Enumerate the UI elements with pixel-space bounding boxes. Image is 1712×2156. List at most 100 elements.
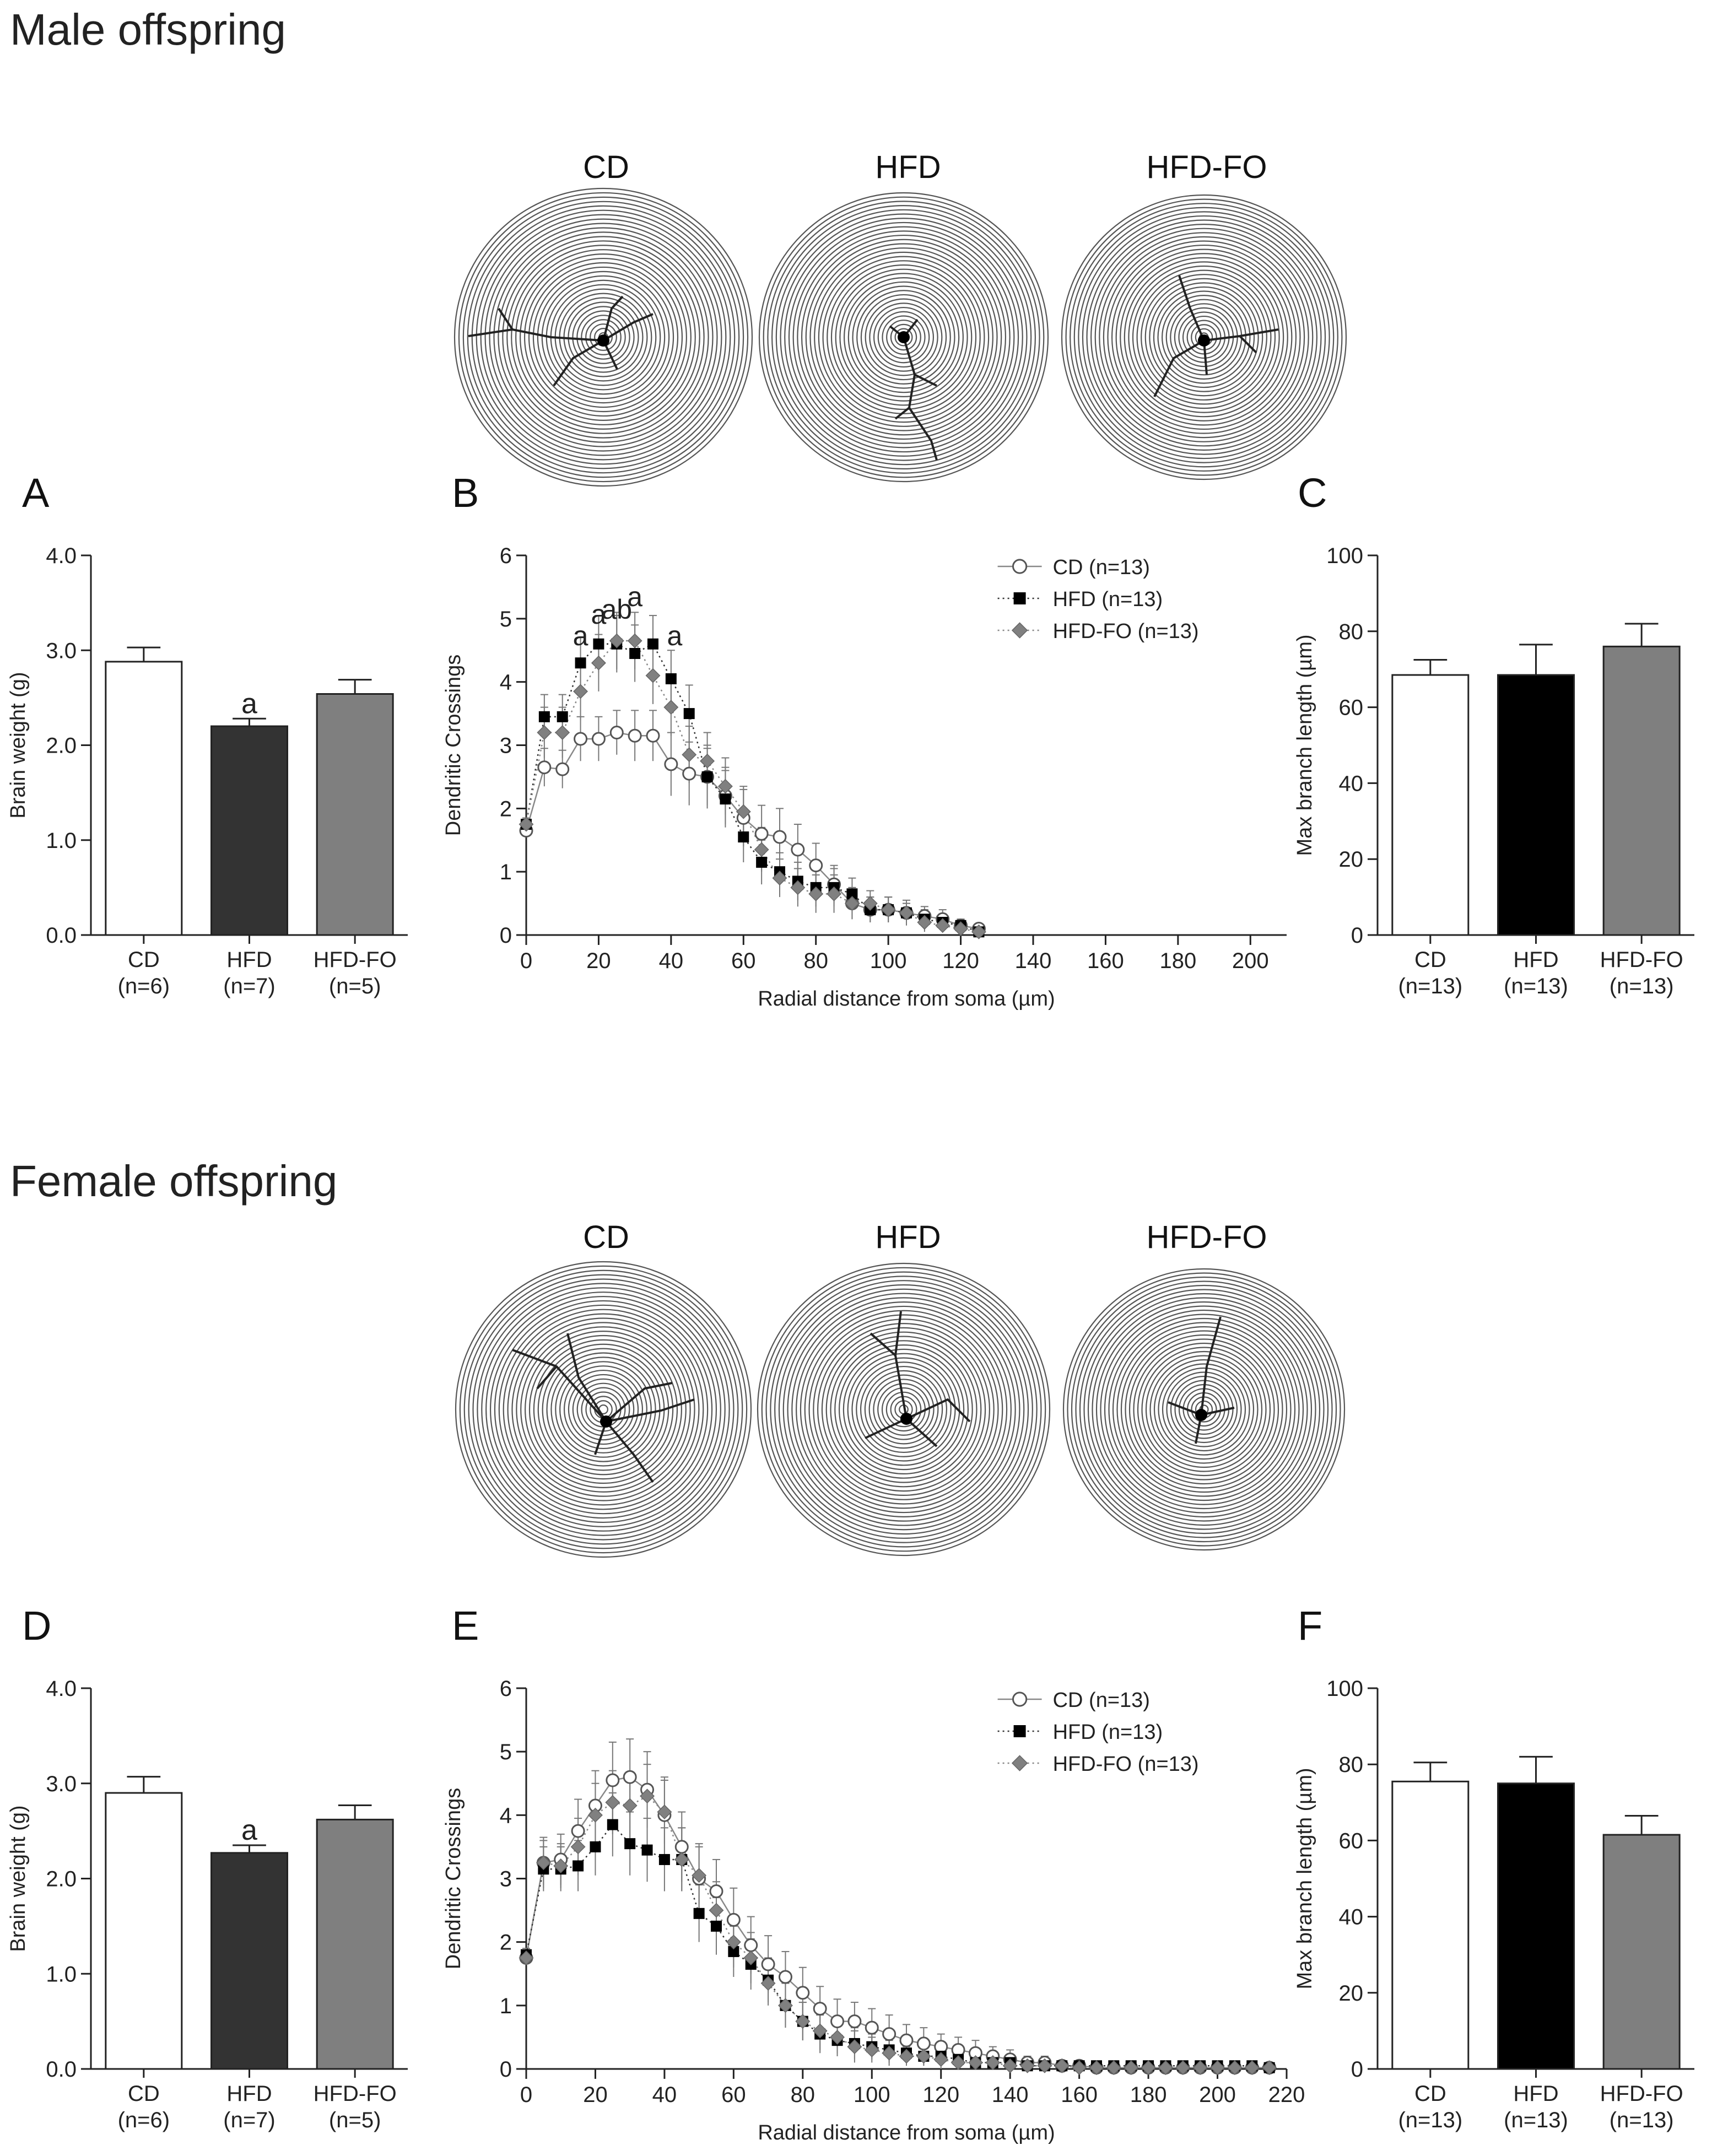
point-diamond [795,2014,811,2029]
sholl-ring [860,294,947,381]
significance-label: a [241,1814,257,1846]
point-diamond [1054,2058,1070,2073]
sholl-ring [1092,1297,1316,1522]
series-line-circle [525,1776,1270,2068]
significance-label: ab [601,594,632,625]
point-circle [813,2002,827,2016]
sholl-ring [516,1322,691,1497]
x-tick-n-label: (n=5) [329,2108,381,2132]
sholl-ring [822,256,985,419]
point-diamond [1002,2058,1018,2073]
x-tick-n-label: (n=7) [223,2108,276,2132]
sholl-ring [797,230,1011,444]
point-diamond [645,668,661,683]
x-tick-label: 0 [520,949,532,973]
sholl-ring [546,1352,661,1467]
point-circle [809,858,823,873]
x-tick-label: CD [1414,2082,1446,2106]
sholl-ring [489,1295,717,1523]
sholl-ring [788,221,1019,453]
dendrite-branch [905,1418,938,1447]
x-tick-label: 140 [1015,949,1052,973]
series-markers-circle [519,1770,1277,2075]
x-tick-n-label: (n=13) [1504,974,1568,998]
sholl-ring [1104,1309,1304,1510]
sholl-ring [520,253,687,421]
sholl-ring [1120,253,1288,422]
sholl-ring [559,1365,647,1453]
sholl-ring [1087,1293,1321,1526]
sholl-ring [792,226,1015,449]
point-diamond [736,804,751,819]
sholl-ring [462,196,744,478]
point-circle [606,1773,620,1787]
y-tick-label: 0 [1351,2057,1363,2082]
sholl-ring [494,1300,713,1519]
series-errors-circle [522,710,983,932]
point-square [756,856,768,868]
point-circle [664,757,678,771]
sholl-ring [780,213,1028,461]
point-circle [555,762,570,776]
x-tick-n-label: (n=13) [1398,974,1462,998]
series-errors-diamond [522,612,983,935]
sholl-ring [485,1292,721,1527]
y-tick-label: 0 [1351,923,1363,948]
sholl-ring [537,271,670,404]
sholl-ring [852,285,955,389]
male-neuron-label-cd: CD [583,149,629,185]
y-tick-label: 80 [1339,620,1364,644]
sholl-ring [1162,1367,1246,1452]
sholl-ring [1136,269,1272,405]
point-circle [865,2020,879,2035]
y-tick-label: 5 [500,607,512,631]
sholl-ring [533,1339,674,1480]
point-diamond [605,1795,620,1810]
sholl-ring [865,298,943,376]
sholl-ring [576,1382,630,1436]
y-tick-label: 3.0 [46,1772,77,1796]
sholl-ring [1086,219,1322,455]
sholl-ring [585,319,622,355]
sholl-ring [763,196,1045,478]
sholl-ring [886,320,921,355]
series-markers-diamond [519,1788,1277,2076]
bar-hfd [210,725,288,936]
point-diamond [1089,2060,1104,2076]
sholl-ring [463,1269,743,1549]
x-tick-label: 180 [1159,949,1196,973]
series-errors-square [522,615,983,935]
sholl-ring [805,239,1002,436]
x-tick-label: 60 [721,2083,746,2107]
x-tick-label: 180 [1130,2083,1167,2107]
x-tick-label: 200 [1232,949,1269,973]
dendrite-branch [1153,339,1205,397]
sholl-ring [1125,1330,1283,1489]
legend-label: CD (n=13) [1053,1689,1150,1712]
sholl-ring [489,223,718,452]
sholl-ring [477,1283,730,1536]
y-tick-label: 20 [1339,1981,1364,2006]
y-axis-title: Brain weight (g) [7,1805,30,1952]
sholl-ring [1133,1338,1275,1480]
x-tick-label: CD [128,2082,160,2106]
sholl-ring [835,268,973,406]
y-axis-title: Max branch length (µm) [1293,634,1316,856]
point-square [693,1908,705,1919]
sholl-ring [877,311,930,364]
sholl-ring [873,306,935,368]
sholl-ring [1124,257,1284,418]
sholl-diagram-male-cd [453,187,753,487]
point-diamond [935,918,950,933]
point-diamond [682,747,697,763]
male-neuron-label-hfd: HFD [875,149,941,185]
sholl-ring [576,310,630,364]
point-diamond [1037,2058,1052,2073]
sholl-ring [1145,1350,1263,1468]
sholl-ring [1107,240,1301,434]
sholl-ring [1158,1363,1250,1456]
sholl-ring [1112,1317,1296,1501]
x-tick-label: 40 [652,2083,677,2107]
dendrite-branch [1178,275,1205,341]
point-diamond [519,817,534,832]
